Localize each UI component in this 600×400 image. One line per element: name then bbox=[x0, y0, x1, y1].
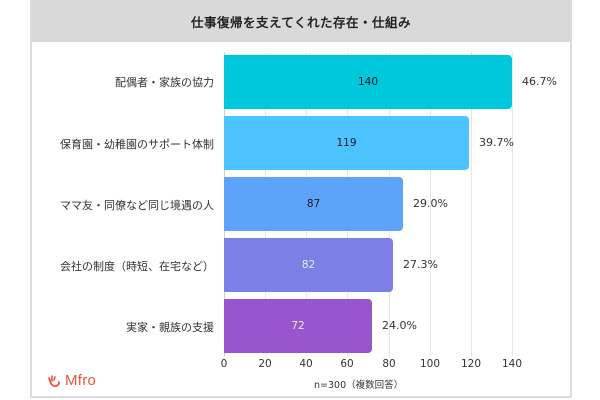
bar: 72 bbox=[224, 299, 372, 353]
plot-area: 140 46.7% 119 39.7% 87 29.0% 82 27.3% 72 24.0% bbox=[224, 52, 557, 356]
x-tick-label: 120 bbox=[460, 358, 482, 370]
bar-percentage: 46.7% bbox=[522, 75, 557, 88]
bar-percentage: 29.0% bbox=[413, 197, 448, 210]
x-tick-label: 140 bbox=[501, 358, 523, 370]
x-tick-label: 60 bbox=[340, 358, 354, 370]
bar-value: 119 bbox=[336, 137, 357, 149]
gridline bbox=[471, 52, 472, 356]
x-tick-label: 100 bbox=[419, 358, 441, 370]
category-label: 会社の制度（時短、在宅など） bbox=[60, 260, 214, 273]
gridline bbox=[430, 52, 431, 356]
bar-value: 82 bbox=[301, 259, 316, 271]
chart-card: 仕事復帰を支えてくれた存在・仕組み 140 46.7% 119 39.7% 87 29.0… bbox=[30, 0, 572, 398]
x-tick-label: 40 bbox=[299, 358, 313, 370]
x-tick-label: 80 bbox=[382, 358, 396, 370]
chart-title: 仕事復帰を支えてくれた存在・仕組み bbox=[190, 14, 411, 30]
category-label: ママ友・同僚など同じ境遇の人 bbox=[60, 199, 214, 212]
hand-wave-icon bbox=[48, 374, 60, 387]
x-tick-label: 20 bbox=[258, 358, 272, 370]
category-label: 保育園・幼稚園のサポート体制 bbox=[60, 138, 214, 151]
gridline bbox=[512, 52, 513, 356]
category-label: 配偶者・家族の協力 bbox=[115, 76, 214, 89]
bar-value: 87 bbox=[306, 198, 321, 210]
sample-note: n=300（複数回答） bbox=[314, 380, 404, 391]
bar-value: 72 bbox=[291, 320, 305, 332]
brand-logo: Mfro bbox=[46, 372, 96, 389]
bar: 82 bbox=[224, 238, 393, 292]
brand-name: Mfro bbox=[65, 372, 97, 389]
title-bar: 仕事復帰を支えてくれた存在・仕組み bbox=[32, 0, 570, 42]
category-label: 実家・親族の支援 bbox=[126, 321, 214, 334]
bar-value: 140 bbox=[357, 76, 379, 88]
bar: 87 bbox=[224, 177, 403, 231]
bar-percentage: 27.3% bbox=[403, 258, 438, 271]
bar-percentage: 24.0% bbox=[382, 319, 417, 332]
bar: 140 bbox=[224, 55, 512, 109]
bar: 119 bbox=[224, 116, 469, 170]
bar-percentage: 39.7% bbox=[479, 136, 514, 149]
x-tick-label: 0 bbox=[220, 358, 228, 370]
